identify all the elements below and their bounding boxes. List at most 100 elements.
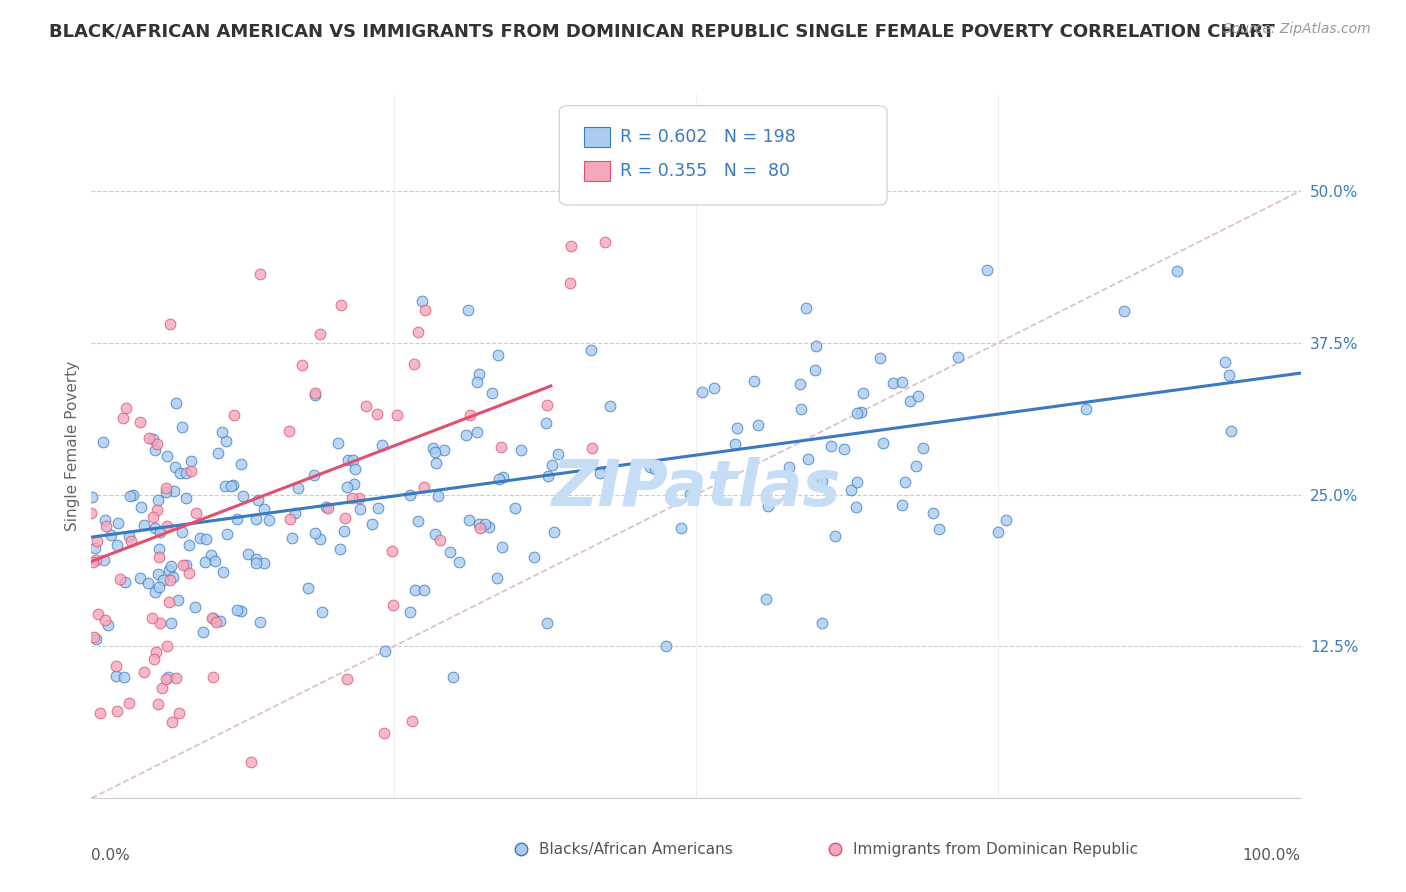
Point	[229, 457, 252, 471]
Point	[174, 558, 197, 573]
Point	[413, 480, 436, 494]
Point	[491, 441, 513, 455]
Point	[976, 262, 998, 277]
Point	[724, 437, 747, 451]
Point	[281, 531, 304, 545]
Point	[640, 459, 662, 474]
Point	[214, 479, 236, 493]
Point	[177, 566, 200, 580]
Point	[309, 326, 332, 341]
Point	[411, 294, 433, 309]
Point	[401, 714, 423, 728]
Point	[839, 483, 862, 497]
Point	[336, 452, 359, 467]
Point	[581, 343, 603, 358]
Point	[425, 445, 447, 459]
Point	[152, 573, 174, 587]
Point	[142, 433, 165, 447]
Point	[84, 553, 107, 567]
Point	[404, 357, 426, 371]
Point	[129, 416, 152, 430]
Point	[87, 607, 110, 621]
Point	[492, 470, 515, 484]
Point	[145, 645, 167, 659]
Point	[169, 706, 191, 721]
Point	[224, 408, 246, 422]
Point	[849, 405, 872, 419]
Point	[145, 443, 167, 458]
Point	[890, 498, 912, 512]
Point	[169, 467, 191, 481]
Point	[824, 529, 846, 543]
Point	[111, 411, 134, 425]
Text: Source: ZipAtlas.com: Source: ZipAtlas.com	[1223, 22, 1371, 37]
Point	[170, 525, 193, 540]
Point	[1218, 368, 1240, 382]
Point	[131, 500, 153, 514]
Point	[503, 501, 526, 516]
Point	[509, 442, 531, 457]
Point	[329, 298, 352, 312]
Point	[172, 420, 194, 434]
Text: ZIPatlas: ZIPatlas	[551, 458, 841, 519]
Point	[429, 533, 451, 547]
Point	[425, 457, 447, 471]
Point	[794, 301, 817, 315]
Point	[195, 532, 218, 546]
Point	[86, 534, 108, 549]
Point	[156, 449, 179, 463]
Point	[94, 513, 117, 527]
Point	[679, 486, 702, 500]
Point	[536, 616, 558, 631]
Point	[820, 439, 842, 453]
Bar	[583, 161, 610, 181]
Point	[399, 488, 422, 502]
Point	[560, 239, 582, 253]
Point	[93, 435, 115, 450]
Point	[249, 268, 271, 282]
Point	[1166, 264, 1188, 278]
Point	[804, 339, 827, 353]
Point	[172, 558, 194, 573]
Point	[245, 556, 267, 570]
Point	[226, 603, 249, 617]
Point	[120, 489, 142, 503]
Point	[581, 442, 603, 456]
Point	[240, 755, 263, 769]
Point	[96, 519, 118, 533]
Point	[160, 714, 183, 729]
Text: BLACK/AFRICAN AMERICAN VS IMMIGRANTS FROM DOMINICAN REPUBLIC SINGLE FEMALE POVER: BLACK/AFRICAN AMERICAN VS IMMIGRANTS FRO…	[49, 22, 1275, 40]
Point	[995, 513, 1018, 527]
Point	[80, 506, 103, 520]
Point	[1220, 424, 1243, 438]
Point	[114, 401, 136, 416]
Point	[458, 408, 481, 422]
Point	[138, 431, 160, 445]
Point	[145, 521, 167, 535]
Point	[148, 541, 170, 556]
Point	[229, 604, 252, 618]
Point	[191, 624, 214, 639]
Point	[593, 235, 616, 249]
Point	[589, 466, 612, 480]
Point	[105, 704, 128, 718]
Point	[204, 554, 226, 568]
Point	[159, 317, 181, 331]
Point	[406, 514, 429, 528]
Point	[744, 374, 766, 388]
Point	[155, 672, 177, 686]
Point	[80, 490, 103, 504]
Point	[141, 510, 163, 524]
Point	[329, 542, 352, 557]
Point	[491, 541, 513, 555]
Point	[219, 478, 242, 492]
Point	[163, 459, 186, 474]
Point	[129, 570, 152, 584]
Text: R = 0.602   N = 198: R = 0.602 N = 198	[620, 128, 796, 146]
Point	[432, 443, 454, 458]
Point	[105, 659, 128, 673]
Bar	[583, 128, 610, 147]
Point	[108, 573, 131, 587]
Point	[1213, 355, 1236, 369]
Point	[404, 582, 426, 597]
